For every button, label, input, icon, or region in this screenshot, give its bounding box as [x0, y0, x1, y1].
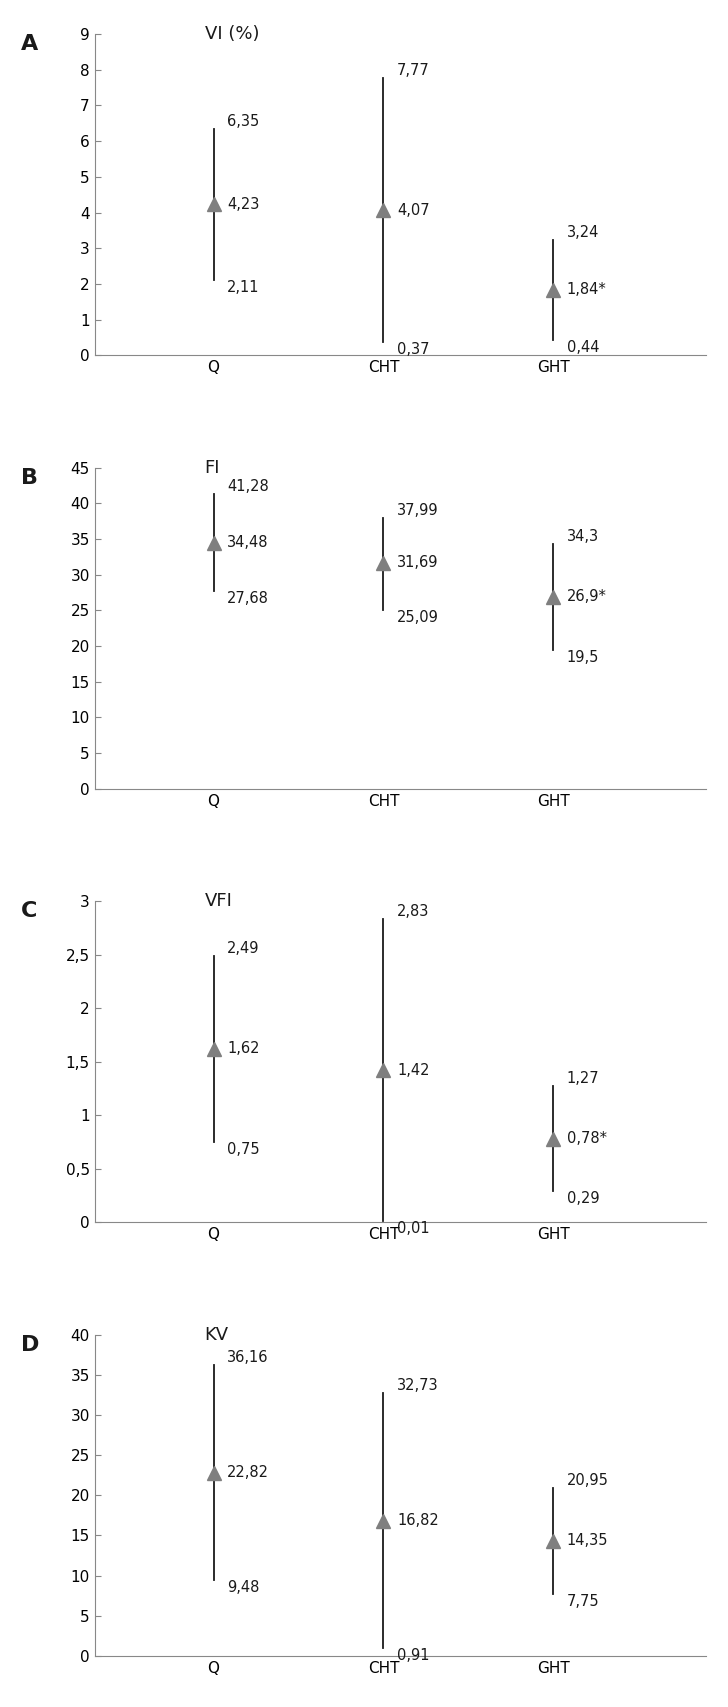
Text: 22,82: 22,82 [227, 1465, 269, 1480]
Text: 2,83: 2,83 [397, 905, 430, 920]
Text: A: A [21, 34, 39, 55]
Text: D: D [21, 1335, 39, 1355]
Text: 32,73: 32,73 [397, 1378, 439, 1393]
Text: VFI: VFI [205, 893, 232, 910]
Text: VI (%): VI (%) [205, 26, 259, 43]
Text: 25,09: 25,09 [397, 609, 439, 625]
Text: 2,49: 2,49 [227, 941, 260, 956]
Text: 20,95: 20,95 [567, 1473, 609, 1487]
Text: 0,78*: 0,78* [567, 1132, 607, 1147]
Text: 7,77: 7,77 [397, 63, 430, 79]
Text: 1,42: 1,42 [397, 1063, 430, 1077]
Text: 19,5: 19,5 [567, 650, 599, 664]
Text: 37,99: 37,99 [397, 502, 439, 517]
Text: 4,23: 4,23 [227, 196, 259, 212]
Text: 0,37: 0,37 [397, 341, 430, 357]
Text: 16,82: 16,82 [397, 1514, 439, 1528]
Text: 0,91: 0,91 [397, 1649, 430, 1664]
Text: FI: FI [205, 459, 220, 476]
Text: 2,11: 2,11 [227, 280, 260, 295]
Text: 34,48: 34,48 [227, 536, 269, 550]
Text: 1,62: 1,62 [227, 1041, 260, 1057]
Text: 1,27: 1,27 [567, 1072, 599, 1086]
Text: 14,35: 14,35 [567, 1533, 609, 1548]
Text: 0,75: 0,75 [227, 1142, 260, 1157]
Text: 41,28: 41,28 [227, 480, 269, 495]
Text: B: B [21, 468, 39, 488]
Text: C: C [21, 901, 38, 922]
Text: 1,84*: 1,84* [567, 282, 606, 297]
Text: 0,44: 0,44 [567, 340, 599, 355]
Text: 31,69: 31,69 [397, 555, 438, 570]
Text: 4,07: 4,07 [397, 203, 430, 217]
Text: 36,16: 36,16 [227, 1350, 269, 1366]
Text: 9,48: 9,48 [227, 1579, 259, 1594]
Text: 3,24: 3,24 [567, 225, 599, 239]
Text: 0,01: 0,01 [397, 1221, 430, 1236]
Text: 26,9*: 26,9* [567, 589, 606, 604]
Text: 34,3: 34,3 [567, 529, 599, 545]
Text: KV: KV [205, 1326, 229, 1343]
Text: 0,29: 0,29 [567, 1191, 599, 1207]
Text: 7,75: 7,75 [567, 1594, 599, 1608]
Text: 27,68: 27,68 [227, 591, 269, 606]
Text: 6,35: 6,35 [227, 114, 259, 128]
